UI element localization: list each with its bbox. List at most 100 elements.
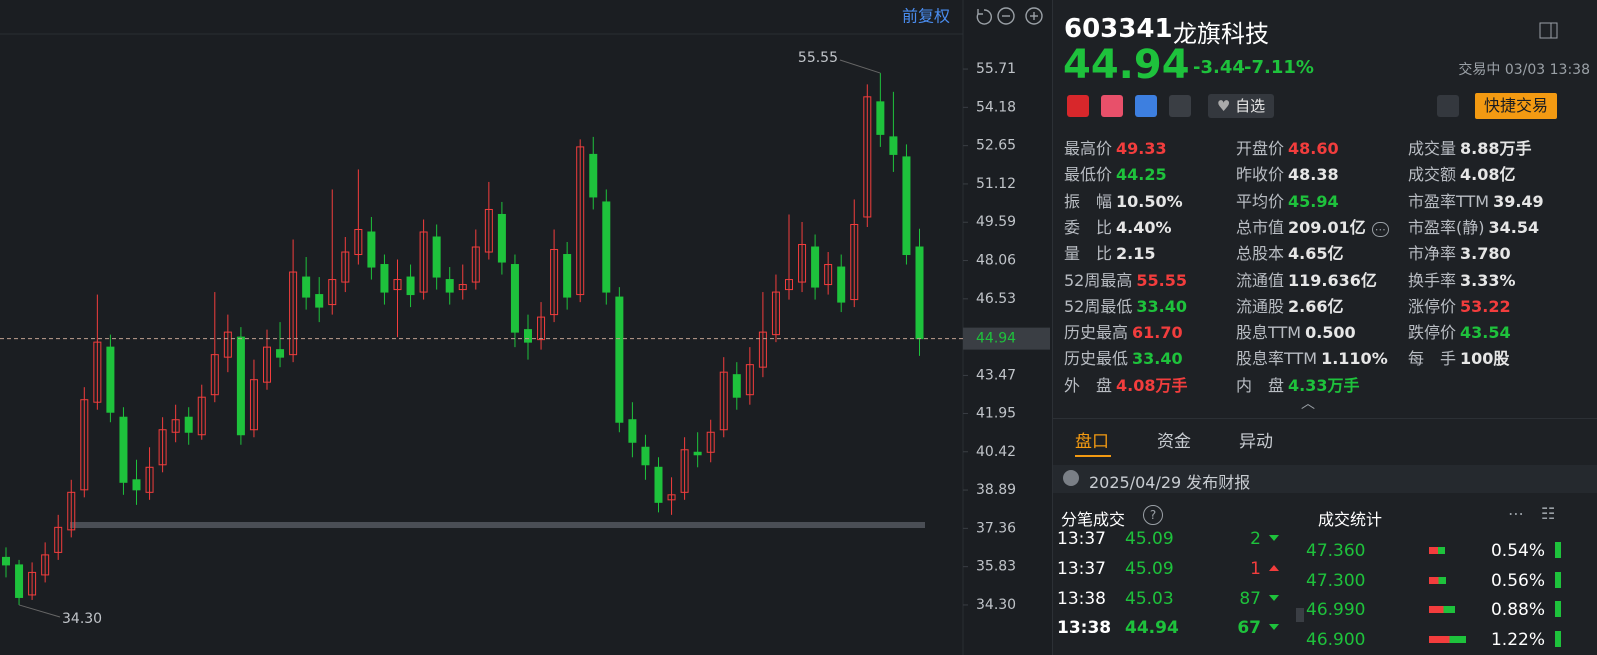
stat-pct: 0.54% [1490,541,1545,561]
watch-label: 自选 [1235,97,1266,115]
volume-bar [1429,606,1456,613]
collapse-icon[interactable]: ︿ [1301,396,1315,412]
stat-label: 内 盘 [1236,375,1285,395]
margin-icon[interactable] [1101,95,1123,117]
tab-underline [1075,455,1111,457]
notice-icon [1063,470,1079,486]
stat-row: 平均价 45.94 [1236,188,1339,212]
grid-icon[interactable]: ☷ [1541,504,1556,523]
quote-panel: 603341 龙旗科技 44.94 -3.44 -7.11% 交易中 03/03… [1052,0,1597,655]
stat-pct: 0.88% [1490,600,1545,620]
y-tick-label: 51.12 [976,176,1016,192]
chart-tools[interactable] [976,7,1043,25]
stat-value: 44.25 [1116,165,1167,185]
stock-code: 603341 [1064,14,1173,44]
candle-body [132,479,141,491]
note-icon[interactable] [1169,95,1191,117]
candle-body [80,399,89,491]
trade-time: 13:37 [1057,559,1106,580]
stat-value: 3.33% [1460,270,1516,290]
candle-body [249,379,258,431]
zoom-in[interactable] [1025,7,1043,25]
stat-label: 振 幅 [1064,191,1113,211]
y-tick-label: 46.53 [976,291,1016,307]
candle-body [328,279,337,306]
stat-label: 涨停价 [1408,296,1457,316]
candle-body [876,101,885,135]
candle-body [289,271,298,356]
candle-body [524,329,532,343]
stat-row: 总股本 4.65亿 [1236,240,1344,264]
stat-row: 跌停价 43.54 [1408,319,1511,343]
annotation-line [839,59,881,74]
trade-price: 45.09 [1125,559,1174,580]
stat-value: 209.01亿 [1288,217,1366,237]
min-annotation: 34.30 [62,611,102,627]
stat-value: 33.40 [1136,296,1187,316]
candle-body [432,236,441,278]
more-icon[interactable]: ⋯ [1371,221,1389,237]
stat-value: 4.08亿 [1460,165,1516,185]
last-price-label: 44.94 [976,331,1016,347]
reset-icon[interactable] [976,9,992,25]
stat-row: 内 盘 4.33万手 [1236,372,1360,396]
stat-label: 历史最低 [1064,349,1129,369]
y-tick-label: 41.95 [976,405,1016,421]
stat-row: 股息率TTM 1.110% [1236,345,1388,369]
candle-body [641,446,650,466]
stat-value: 49.33 [1116,139,1167,158]
trade-price: 44.94 [1125,617,1179,638]
stat-row: 成交量 8.88万手 [1408,135,1532,159]
last-price-box [963,327,1050,350]
candle-body [537,316,546,341]
tag-icon[interactable] [1135,95,1157,117]
tab[interactable]: 资金 [1157,432,1191,452]
candle-body [628,419,637,443]
candle-body [510,264,519,333]
stat-row: 每 手 100股 [1408,345,1509,369]
stat-label: 外 盘 [1064,375,1113,395]
candle-body [367,231,376,268]
trade-volume: 87 [1239,588,1261,609]
candle-body [93,341,102,403]
stat-label: 最低价 [1064,165,1113,185]
support-band [70,522,925,528]
flag-icon[interactable] [1067,95,1089,117]
tab[interactable]: 异动 [1239,432,1273,452]
candle-body [236,336,245,436]
more-icon[interactable]: ⋯ [1508,504,1524,523]
candle-body [171,419,180,433]
stat-row: 委 比 4.40% [1064,214,1172,238]
watch-button[interactable]: ♥ 自选 [1208,94,1274,118]
stat-value: 4.40% [1116,217,1172,237]
annotation-line [18,604,61,618]
candle-body [758,331,767,368]
stat-label: 股息率TTM [1236,349,1318,369]
candle-body [497,213,506,263]
notice-text[interactable]: 2025/04/29 发布财报 [1089,473,1251,492]
candle-body [263,346,271,383]
stat-row: 开盘价 48.60 [1236,135,1339,159]
adjust-toggle[interactable]: 前复权 [902,7,950,26]
alert-icon[interactable] [1437,95,1459,117]
layout-icon[interactable] [1539,22,1559,40]
stat-marker [1555,630,1561,647]
scrollbar [1296,608,1304,622]
stat-value: 48.38 [1288,165,1339,185]
stat-label: 开盘价 [1236,139,1285,158]
stat-value: 45.94 [1288,191,1339,211]
notice-bar [1053,465,1597,493]
trade-button[interactable]: 快捷交易 [1475,93,1557,119]
trade-arrow [1269,594,1279,601]
stat-row: 股息TTM 0.500 [1236,319,1356,343]
tab[interactable]: 盘口 [1075,432,1109,452]
trade-arrow [1269,565,1279,572]
stat-value: 119.636亿 [1288,270,1377,290]
trade-price: 45.09 [1125,529,1174,549]
price-change: -3.44 [1193,57,1245,78]
zoom-out[interactable] [997,7,1015,25]
help-icon[interactable]: ? [1143,505,1163,525]
stat-row: 市净率 3.780 [1408,240,1511,264]
stat-value: 39.49 [1493,191,1544,211]
candle-body [863,96,872,218]
